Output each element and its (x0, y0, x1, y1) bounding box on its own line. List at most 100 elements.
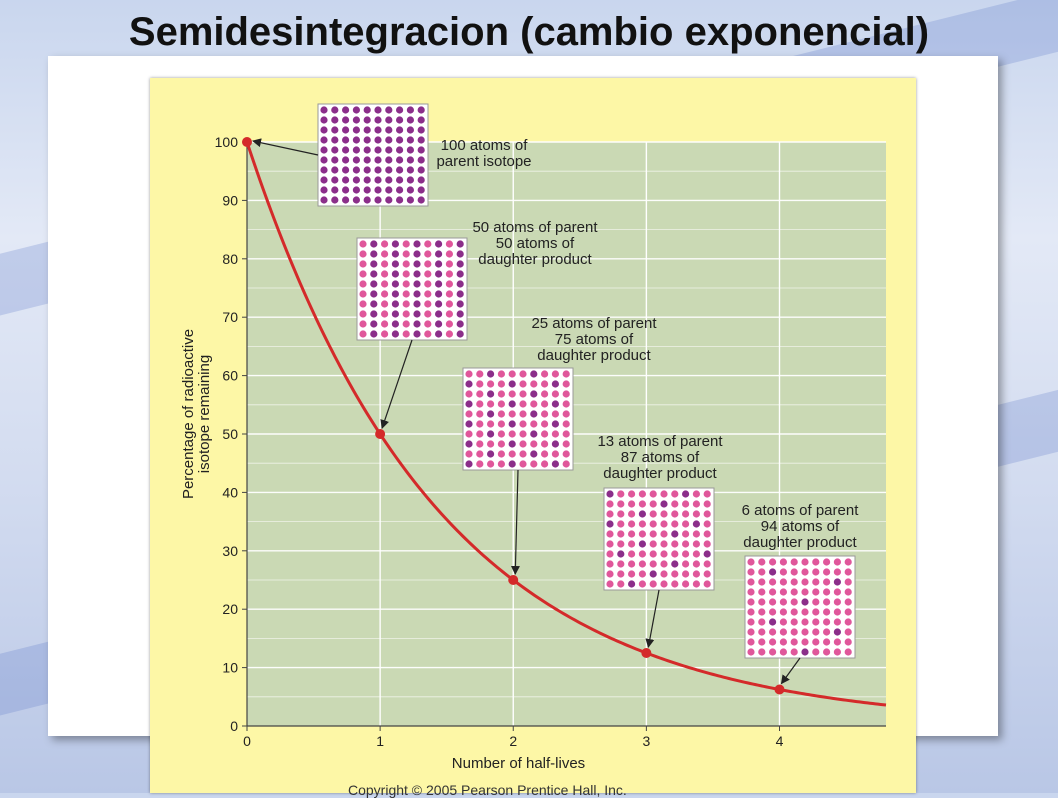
daughter-atom (801, 558, 809, 566)
daughter-atom (823, 578, 831, 586)
daughter-atom (682, 520, 690, 528)
parent-atom (413, 320, 421, 328)
daughter-atom (424, 300, 432, 308)
daughter-atom (519, 460, 527, 468)
daughter-atom (381, 280, 389, 288)
daughter-atom (562, 400, 570, 408)
parent-atom (374, 136, 382, 144)
daughter-atom (497, 400, 505, 408)
daughter-atom (445, 290, 453, 298)
parent-atom (320, 166, 328, 174)
parent-atom (456, 330, 464, 338)
parent-atom (385, 126, 393, 134)
annotation-label: 50 atoms of (496, 235, 575, 252)
parent-atom (487, 390, 495, 398)
y-tick-label: 80 (222, 251, 238, 267)
daughter-atom (638, 580, 646, 588)
daughter-atom (424, 310, 432, 318)
daughter-atom (562, 420, 570, 428)
parent-atom (320, 176, 328, 184)
parent-atom (396, 116, 404, 124)
parent-atom (703, 550, 711, 558)
daughter-atom (424, 320, 432, 328)
parent-atom (396, 146, 404, 154)
parent-atom (638, 540, 646, 548)
daughter-atom (790, 648, 798, 656)
parent-atom (413, 330, 421, 338)
daughter-atom (790, 578, 798, 586)
parent-atom (417, 156, 425, 164)
annotation-arrow (510, 469, 520, 575)
daughter-atom (497, 460, 505, 468)
daughter-atom (823, 598, 831, 606)
parent-atom (391, 260, 399, 268)
parent-atom (406, 136, 414, 144)
parent-atom (417, 136, 425, 144)
daughter-atom (402, 250, 410, 258)
daughter-atom (844, 648, 852, 656)
parent-atom (487, 370, 495, 378)
daughter-atom (660, 490, 668, 498)
y-axis-title: Percentage of radioactive (180, 329, 197, 499)
daughter-atom (487, 460, 495, 468)
parent-atom (417, 176, 425, 184)
daughter-atom (562, 370, 570, 378)
daughter-atom (812, 608, 820, 616)
parent-atom (374, 156, 382, 164)
daughter-atom (833, 598, 842, 606)
daughter-atom (562, 390, 570, 398)
daughter-atom (801, 608, 809, 616)
daughter-atom (530, 380, 538, 388)
daughter-atom (628, 540, 636, 548)
parent-atom (769, 618, 777, 626)
daughter-atom (617, 560, 625, 568)
daughter-atom (682, 510, 690, 518)
daughter-atom (769, 608, 777, 616)
daughter-atom (844, 598, 852, 606)
parent-atom (465, 440, 473, 448)
daughter-atom (812, 618, 820, 626)
daughter-atom (617, 540, 625, 548)
daughter-atom (779, 628, 788, 636)
daughter-atom (628, 490, 636, 498)
parent-atom (456, 240, 464, 248)
parent-atom (352, 196, 360, 204)
parent-atom (385, 106, 393, 114)
parent-atom (385, 196, 393, 204)
parent-atom (456, 290, 464, 298)
y-tick-label: 20 (222, 601, 238, 617)
parent-atom (352, 146, 360, 154)
daughter-atom (779, 608, 788, 616)
daughter-atom (703, 560, 711, 568)
daughter-atom (769, 598, 777, 606)
daughter-atom (562, 460, 570, 468)
daughter-atom (703, 510, 711, 518)
parent-atom (385, 136, 393, 144)
daughter-atom (476, 400, 484, 408)
daughter-atom (692, 570, 701, 578)
parent-atom (417, 146, 425, 154)
parent-atom (385, 176, 393, 184)
parent-atom (417, 126, 425, 134)
daughter-atom (671, 570, 679, 578)
daughter-atom (823, 618, 831, 626)
daughter-atom (519, 380, 527, 388)
daughter-atom (833, 588, 842, 596)
daughter-atom (790, 598, 798, 606)
daughter-atom (660, 570, 668, 578)
daughter-atom (530, 420, 538, 428)
daughter-atom (671, 500, 679, 508)
daughter-atom (758, 598, 766, 606)
daughter-atom (833, 608, 842, 616)
parent-atom (385, 166, 393, 174)
parent-atom (320, 156, 328, 164)
daughter-atom (359, 260, 367, 268)
daughter-atom (844, 568, 852, 576)
daughter-atom (445, 280, 453, 288)
parent-atom (413, 240, 421, 248)
parent-atom (465, 400, 473, 408)
daughter-atom (747, 558, 755, 566)
daughter-atom (530, 460, 538, 468)
daughter-atom (519, 420, 527, 428)
daughter-atom (844, 628, 852, 636)
